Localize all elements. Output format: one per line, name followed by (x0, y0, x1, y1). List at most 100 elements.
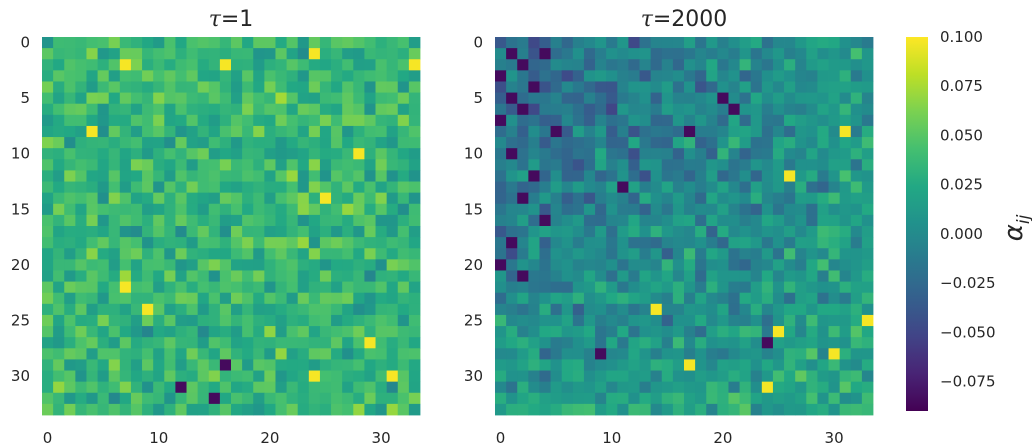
heatmap-cell (197, 81, 210, 93)
heatmap-cell (517, 37, 529, 49)
heatmap-cell (772, 237, 785, 249)
heatmap-cell (364, 203, 376, 216)
heatmap-cell (684, 326, 696, 338)
heatmap-cell (219, 237, 232, 249)
heatmap-cell (242, 270, 254, 282)
heatmap-cell (739, 59, 752, 71)
heatmap-cell (861, 59, 874, 71)
heatmap-cell (342, 148, 354, 160)
heatmap-cell (264, 48, 276, 60)
heatmap-cell (297, 326, 310, 338)
heatmap-cell (761, 348, 774, 360)
heatmap-cell (517, 103, 529, 116)
heatmap-cell (219, 292, 232, 305)
heatmap-cell (319, 259, 332, 271)
heatmap-cell (242, 48, 254, 60)
heatmap-cell (164, 259, 176, 271)
heatmap-cell (761, 303, 774, 316)
heatmap-cell (572, 37, 585, 49)
heatmap-cell (717, 81, 729, 93)
heatmap-cell (839, 181, 852, 194)
heatmap-cell (539, 337, 551, 349)
heatmap-cell (639, 81, 652, 93)
heatmap-cell (353, 214, 365, 227)
heatmap-cell (595, 348, 607, 360)
heatmap-cell (331, 48, 343, 60)
heatmap-cell (397, 48, 410, 60)
heatmap-cell (231, 337, 243, 349)
heatmap-cell (231, 303, 243, 316)
heatmap-cell (153, 137, 165, 149)
heatmap-cell (275, 103, 287, 116)
heatmap-cell (130, 226, 143, 238)
heatmap-cell (342, 337, 354, 349)
heatmap-cell (297, 114, 310, 127)
heatmap-cell (839, 370, 852, 383)
heatmap-cell (153, 125, 165, 138)
heatmap-cell (528, 348, 540, 360)
heatmap-cell (308, 48, 321, 60)
y-tick-label: 20 (464, 256, 483, 274)
heatmap-cell (108, 214, 121, 227)
heatmap-cell (839, 48, 852, 60)
heatmap-cell (839, 125, 852, 138)
heatmap-cell (628, 59, 640, 71)
heatmap-cell (108, 403, 121, 416)
heatmap-cell (231, 259, 243, 271)
heatmap-cell (297, 292, 310, 305)
heatmap-cell (119, 248, 132, 260)
heatmap-cell (639, 192, 652, 205)
heatmap-cell (53, 37, 65, 49)
heatmap-cell (861, 359, 874, 371)
heatmap-cell (119, 159, 132, 171)
heatmap-cell (219, 59, 232, 71)
heatmap-cell (628, 392, 640, 405)
heatmap-cell (97, 70, 110, 82)
heatmap-cell (408, 59, 421, 71)
heatmap-cell (264, 192, 276, 205)
heatmap-cell (606, 248, 618, 260)
heatmap-cell (672, 125, 685, 138)
heatmap-cell (108, 181, 121, 194)
heatmap-cell (561, 292, 574, 305)
heatmap-cell (739, 125, 752, 138)
heatmap-cell (353, 125, 365, 138)
heatmap-cell (386, 37, 399, 49)
heatmap-cell (684, 70, 696, 82)
heatmap-cell (297, 192, 310, 205)
heatmap-cell (197, 148, 210, 160)
heatmap-cell (142, 81, 154, 93)
heatmap-cell (297, 81, 310, 93)
heatmap-cell (53, 81, 65, 93)
heatmap-cell (208, 259, 221, 271)
heatmap-cell (342, 103, 354, 116)
heatmap-cell (175, 226, 187, 238)
heatmap-cell (130, 270, 143, 282)
heatmap-cell (175, 292, 187, 305)
heatmap-cell (319, 226, 332, 238)
heatmap-cell (286, 314, 299, 327)
heatmap-cell (242, 326, 254, 338)
heatmap-cell (242, 303, 254, 316)
heatmap-cell (42, 314, 54, 327)
heatmap-cell (353, 392, 365, 405)
heatmap-cell (208, 337, 221, 349)
heatmap-cell (275, 281, 287, 294)
heatmap-cell (761, 359, 774, 371)
heatmap-cell (153, 37, 165, 49)
heatmap-cell (850, 59, 863, 71)
heatmap-cell (331, 248, 343, 260)
heatmap-cell (53, 326, 65, 338)
heatmap-cell (817, 114, 829, 127)
heatmap-cell (342, 181, 354, 194)
heatmap-cell (386, 337, 399, 349)
heatmap-cell (583, 359, 596, 371)
heatmap-cell (672, 292, 685, 305)
heatmap-cell (264, 403, 276, 416)
heatmap-cell (639, 181, 652, 194)
heatmap-cell (275, 70, 287, 82)
heatmap-cell (353, 114, 365, 127)
heatmap-cell (495, 326, 507, 338)
heatmap-cell (186, 37, 199, 49)
heatmap-cell (208, 59, 221, 71)
